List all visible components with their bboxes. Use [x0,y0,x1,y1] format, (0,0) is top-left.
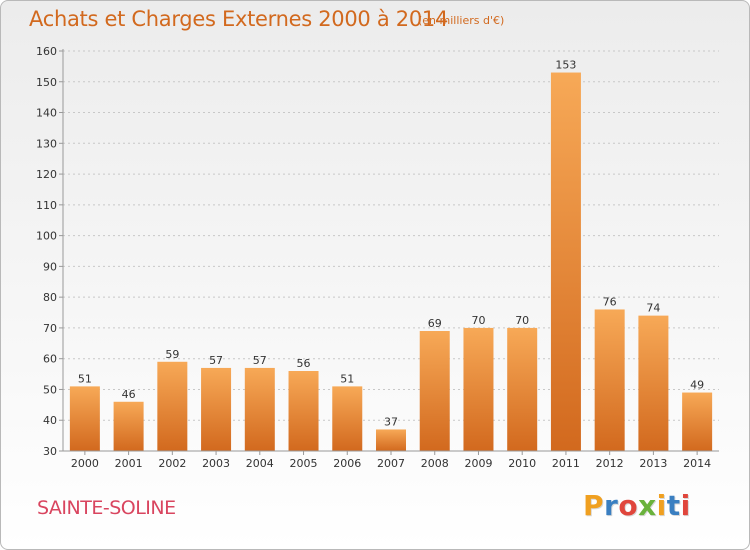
bar-value-label: 76 [603,295,617,308]
chart-title: Achats et Charges Externes 2000 à 2014 [29,7,449,31]
logo-letter: t [666,489,681,522]
chart-subtitle: (en milliers d'€) [418,14,505,27]
bar [638,315,669,451]
logo-letter: r [604,489,619,522]
bar-value-label: 56 [297,357,311,370]
x-tick-label: 2003 [202,457,230,470]
logo-letter: i [656,489,667,522]
bar [419,331,450,451]
bar-value-label: 49 [690,379,704,392]
y-tick-label: 50 [43,383,57,396]
x-tick-label: 2006 [333,457,361,470]
city-name: SAINTE-SOLINE [37,497,176,519]
bar-value-label: 70 [471,314,485,327]
logo-letter: i [680,489,691,522]
logo-letter: P [583,489,605,522]
bar-value-label: 57 [209,354,223,367]
bar-value-label: 74 [646,302,660,315]
bars: 51 46 59 57 57 56 51 37 69 70 70 153 76 74 49 [69,59,713,452]
bar [463,327,494,451]
x-tick-label: 2007 [377,457,405,470]
bar-value-label: 59 [165,348,179,361]
x-tick-label: 2011 [552,457,580,470]
bar-value-label: 57 [253,354,267,367]
x-tick-label: 2009 [464,457,492,470]
x-tick-label: 2012 [596,457,624,470]
y-tick-label: 120 [36,168,57,181]
x-tick-label: 2005 [290,457,318,470]
bar [332,386,363,451]
x-tick-label: 2000 [71,457,99,470]
y-tick-label: 100 [36,230,57,243]
bar [201,367,232,451]
bar [594,309,625,451]
y-tick-label: 40 [43,414,57,427]
bar-value-label: 37 [384,415,398,428]
bar [507,327,538,451]
bar [682,392,713,451]
bar-value-label: 69 [428,317,442,330]
bar [113,401,144,451]
logo-letter: x [638,489,657,522]
y-tick-label: 70 [43,322,57,335]
y-tick-label: 60 [43,353,57,366]
bar [157,361,188,451]
y-tick-label: 150 [36,76,57,89]
x-tick-label: 2002 [158,457,186,470]
axes: 30 40 50 60 70 80 90 100 110 120 130 140 150 160 2000 2… [36,45,719,470]
bar-value-label: 51 [340,372,354,385]
x-tick-label: 2014 [683,457,711,470]
x-tick-label: 2008 [421,457,449,470]
bar [69,386,100,451]
x-tick-label: 2004 [246,457,274,470]
proxiti-logo: Proxiti [583,489,691,522]
y-tick-label: 130 [36,137,57,150]
y-tick-label: 110 [36,199,57,212]
bar-value-label: 46 [122,388,136,401]
bar [376,429,406,451]
bar [244,367,275,451]
y-tick-label: 160 [36,45,57,58]
x-tick-label: 2010 [508,457,536,470]
bar [288,371,319,451]
y-tick-label: 30 [43,445,57,458]
logo-letter: o [618,489,639,522]
bar-value-label: 51 [78,372,92,385]
y-tick-label: 90 [43,260,57,273]
y-tick-label: 140 [36,107,57,120]
bar-value-label: 70 [515,314,529,327]
bar [550,72,581,452]
x-tick-label: 2001 [115,457,143,470]
x-tick-label: 2013 [639,457,667,470]
y-tick-label: 80 [43,291,57,304]
bar-value-label: 153 [555,59,576,72]
